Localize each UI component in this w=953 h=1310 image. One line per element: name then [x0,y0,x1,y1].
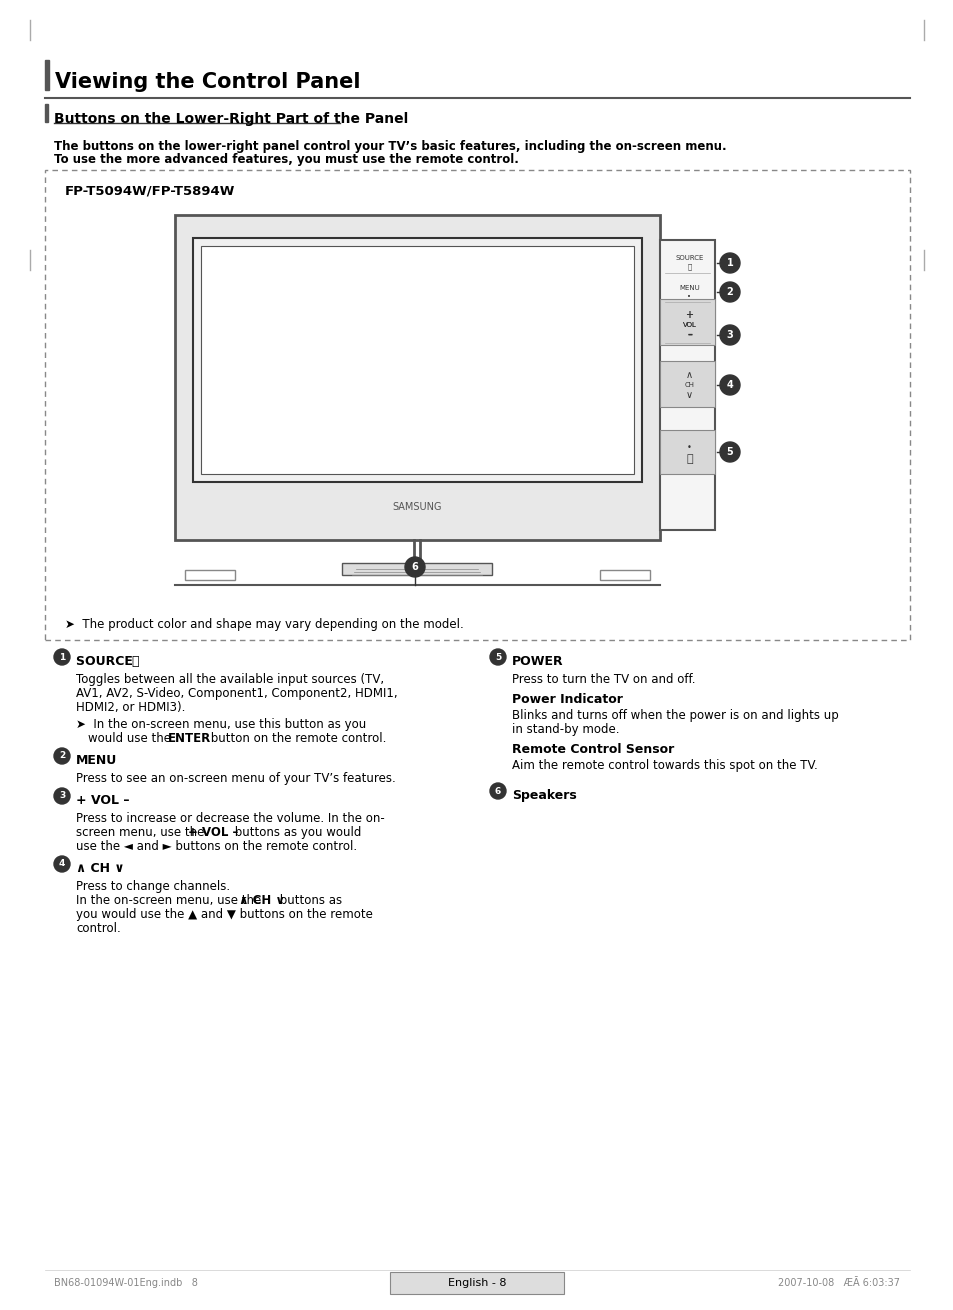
Text: ∧: ∧ [685,369,692,380]
Text: ⏻: ⏻ [685,455,692,464]
Text: The buttons on the lower-right panel control your TV’s basic features, including: The buttons on the lower-right panel con… [54,140,726,153]
Circle shape [490,783,505,799]
Bar [193,238,641,482]
Circle shape [720,282,740,303]
Text: in stand-by mode.: in stand-by mode. [512,723,618,736]
Bar [659,299,714,345]
Text: ∧ CH ∨: ∧ CH ∨ [76,862,125,875]
Text: VOL: VOL [681,322,696,328]
Text: 2007-10-08   ÆĀ 6:03:37: 2007-10-08 ÆĀ 6:03:37 [778,1279,899,1288]
Text: ➤  The product color and shape may vary depending on the model.: ➤ The product color and shape may vary d… [65,618,463,631]
Text: In the on-screen menu, use the: In the on-screen menu, use the [76,893,265,907]
Text: Press to turn the TV on and off.: Press to turn the TV on and off. [512,673,695,686]
Text: 6: 6 [495,786,500,795]
Text: ∧ CH ∨: ∧ CH ∨ [239,893,285,907]
Bar [185,570,234,580]
Text: 6: 6 [411,562,418,572]
Bar [659,430,714,474]
Text: ⬜: ⬜ [687,263,691,270]
Text: ➤  In the on-screen menu, use this button as you: ➤ In the on-screen menu, use this button… [76,718,366,731]
Text: Press to see an on-screen menu of your TV’s features.: Press to see an on-screen menu of your T… [76,772,395,785]
Text: –: – [686,330,691,341]
Text: 2: 2 [726,287,733,297]
Circle shape [720,441,740,462]
Text: HDMI2, or HDMI3).: HDMI2, or HDMI3). [76,701,185,714]
Circle shape [405,557,424,576]
Text: buttons as: buttons as [275,893,342,907]
Text: +: + [685,310,693,320]
Text: Remote Control Sensor: Remote Control Sensor [512,743,674,756]
Bar [659,362,714,407]
Circle shape [720,325,740,345]
Bar [342,563,492,575]
Text: AV1, AV2, S-Video, Component1, Component2, HDMI1,: AV1, AV2, S-Video, Component1, Component… [76,686,397,700]
Bar [659,240,714,531]
Circle shape [720,253,740,272]
Circle shape [54,855,70,872]
Text: + VOL –: + VOL – [188,827,238,838]
Text: MENU: MENU [679,286,700,291]
Text: FP-T5094W/FP-T5894W: FP-T5094W/FP-T5894W [65,185,235,198]
Text: SAMSUNG: SAMSUNG [393,502,442,512]
Circle shape [720,375,740,396]
Circle shape [490,648,505,665]
Text: POWER: POWER [512,655,563,668]
Text: 5: 5 [495,652,500,662]
Circle shape [54,648,70,665]
Text: CH: CH [684,383,694,388]
Text: you would use the ▲ and ▼ buttons on the remote: you would use the ▲ and ▼ buttons on the… [76,908,373,921]
Bar [599,570,649,580]
Text: use the ◄ and ► buttons on the remote control.: use the ◄ and ► buttons on the remote co… [76,840,356,853]
Bar [174,215,659,540]
Text: To use the more advanced features, you must use the remote control.: To use the more advanced features, you m… [54,153,518,166]
Text: Toggles between all the available input sources (TV,: Toggles between all the available input … [76,673,384,686]
Text: buttons as you would: buttons as you would [231,827,361,838]
Text: 4: 4 [59,859,65,869]
Text: ⬜: ⬜ [131,655,138,668]
Text: BN68-01094W-01Eng.indb   8: BN68-01094W-01Eng.indb 8 [54,1279,197,1288]
Text: MENU: MENU [76,755,117,766]
Bar [45,60,49,90]
Text: SOURCE: SOURCE [675,255,703,261]
Text: screen menu, use the: screen menu, use the [76,827,208,838]
Text: Viewing the Control Panel: Viewing the Control Panel [55,72,360,92]
Text: •: • [686,443,691,452]
Circle shape [54,789,70,804]
Text: Power Indicator: Power Indicator [512,693,622,706]
Text: ∨: ∨ [685,390,692,400]
Bar [390,1272,563,1294]
Text: •: • [687,293,691,300]
Text: Press to increase or decrease the volume. In the on-: Press to increase or decrease the volume… [76,812,384,825]
Bar [45,103,48,122]
Text: VOL: VOL [681,322,696,328]
Text: Aim the remote control towards this spot on the TV.: Aim the remote control towards this spot… [512,758,817,772]
Text: –: – [686,330,691,341]
Text: 1: 1 [59,652,65,662]
Text: + VOL –: + VOL – [76,794,130,807]
Text: 3: 3 [59,791,65,800]
Text: 2: 2 [59,752,65,761]
Text: Speakers: Speakers [512,789,577,802]
Text: control.: control. [76,922,121,935]
Text: ENTER: ENTER [168,732,211,745]
Text: English - 8: English - 8 [447,1279,506,1288]
Text: Blinks and turns off when the power is on and lights up: Blinks and turns off when the power is o… [512,709,838,722]
Text: Buttons on the Lower-Right Part of the Panel: Buttons on the Lower-Right Part of the P… [54,111,408,126]
Bar [201,246,634,474]
Text: button on the remote control.: button on the remote control. [207,732,386,745]
Text: +: + [685,310,693,320]
Text: Press to change channels.: Press to change channels. [76,880,230,893]
Circle shape [54,748,70,764]
Text: 3: 3 [726,330,733,341]
Text: 1: 1 [726,258,733,269]
Text: 5: 5 [726,447,733,457]
Text: would use the: would use the [88,732,174,745]
Text: SOURCE: SOURCE [76,655,137,668]
Text: 4: 4 [726,380,733,390]
